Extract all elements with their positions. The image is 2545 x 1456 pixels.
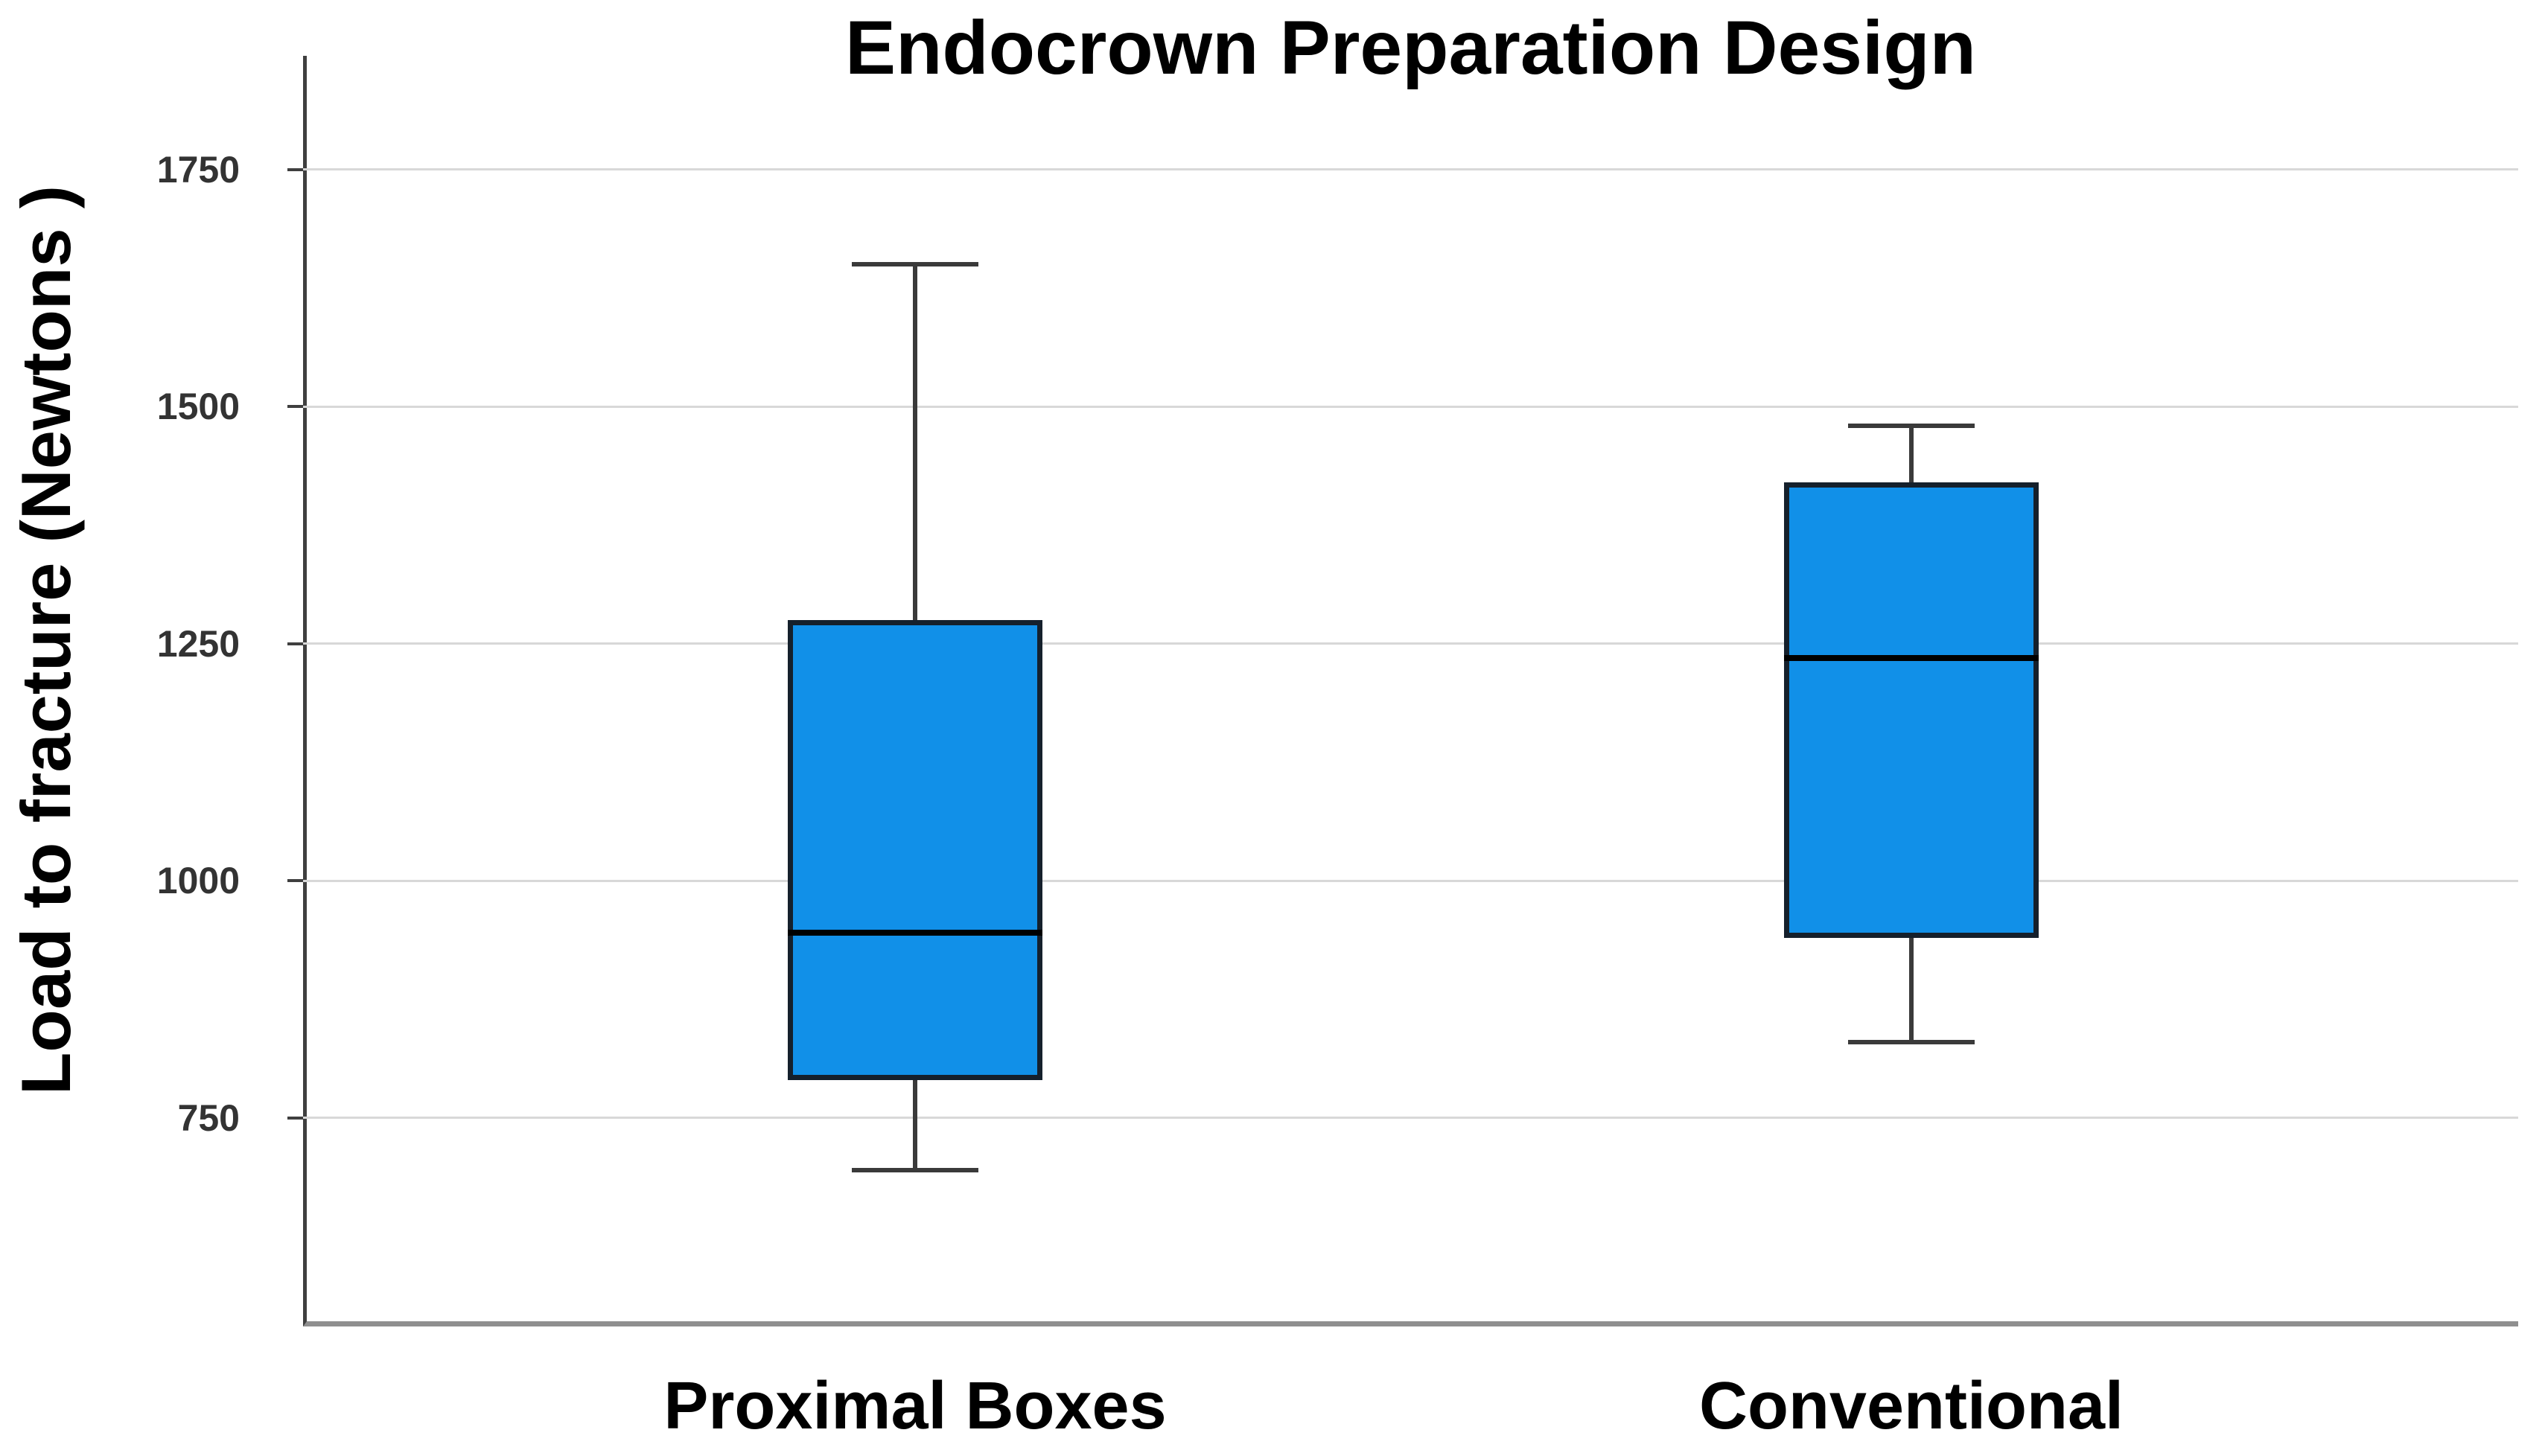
y-tick-mark — [287, 642, 303, 645]
gridline — [303, 879, 2518, 882]
y-tick-mark — [287, 879, 303, 883]
y-tick-label: 1750 — [156, 148, 240, 191]
category-label-proximal-boxes: Proximal Boxes — [663, 1369, 1167, 1443]
y-tick-label: 1500 — [156, 386, 240, 428]
median-line-conventional — [1784, 654, 2039, 661]
whisker-cap-bottom-conventional — [1848, 1039, 1975, 1044]
y-tick-mark — [287, 405, 303, 409]
gridline — [303, 642, 2518, 645]
y-tick-mark — [287, 1116, 303, 1120]
category-label-conventional: Conventional — [1698, 1369, 2124, 1443]
gridline — [303, 168, 2518, 171]
gridline — [303, 405, 2518, 408]
whisker-cap-top-conventional — [1848, 423, 1975, 428]
whisker-upper-conventional — [1909, 425, 1914, 483]
median-line-proximal-boxes — [788, 930, 1042, 936]
gridline — [303, 1117, 2518, 1120]
whisker-cap-top-proximal-boxes — [852, 262, 978, 267]
box-proximal-boxes — [788, 619, 1042, 1080]
whisker-lower-proximal-boxes — [913, 1079, 917, 1170]
chart-title: Endocrown Preparation Design — [845, 5, 1976, 90]
y-tick-label: 1000 — [156, 860, 240, 902]
whisker-upper-proximal-boxes — [913, 264, 917, 620]
y-tick-mark — [287, 167, 303, 171]
box-conventional — [1784, 482, 2039, 938]
whisker-cap-bottom-proximal-boxes — [852, 1167, 978, 1172]
whisker-lower-conventional — [1909, 937, 1914, 1042]
plot-area — [303, 56, 2518, 1326]
y-tick-label: 1250 — [156, 622, 240, 665]
y-tick-label: 750 — [177, 1096, 240, 1139]
